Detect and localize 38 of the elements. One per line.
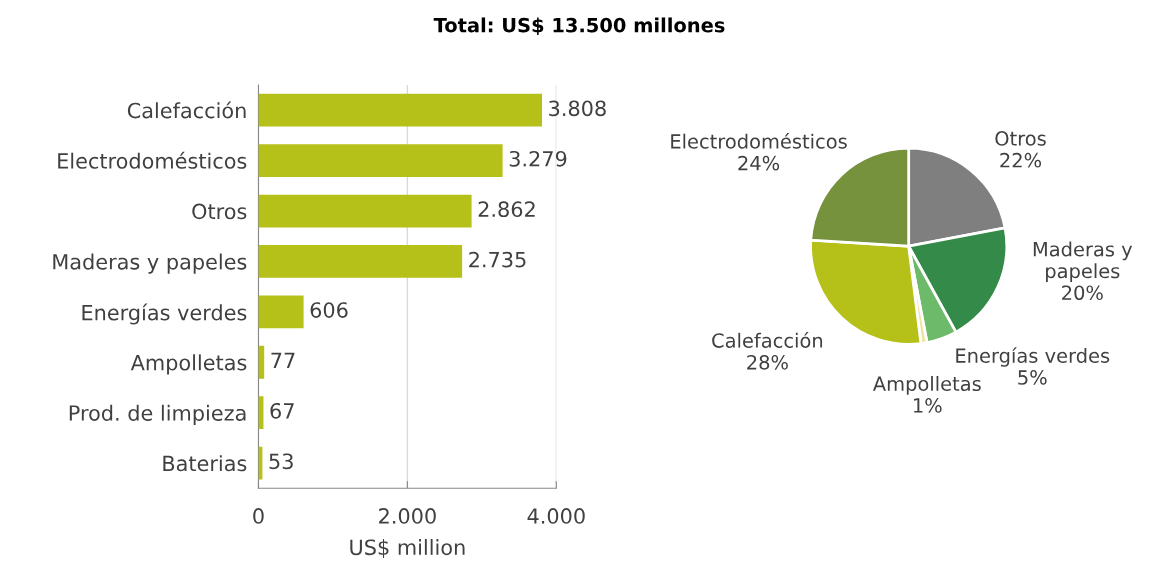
data-label: 2.735 bbox=[469, 251, 526, 268]
x-tick-label: 4.000 bbox=[527, 508, 585, 524]
data-label: 1% bbox=[914, 398, 942, 413]
x-tick-label: 2.000 bbox=[379, 508, 436, 524]
bar bbox=[258, 295, 304, 329]
data-label: 28% bbox=[747, 354, 788, 370]
slice-label: Maderas y papeles bbox=[1033, 241, 1133, 283]
slice-label: Otros bbox=[995, 131, 1046, 146]
data-label: 20% bbox=[1062, 285, 1103, 301]
bar bbox=[258, 194, 472, 228]
y-tick-label: Maderas y papeles bbox=[53, 253, 247, 274]
data-label: 3.279 bbox=[509, 150, 567, 167]
y-tick-label: Energías verdes bbox=[82, 303, 247, 325]
x-axis-title: US$ million bbox=[350, 539, 465, 558]
y-tick-label: Prod. de limpieza bbox=[69, 404, 246, 425]
data-label: 22% bbox=[1000, 152, 1042, 168]
y-tick-label: Baterias bbox=[163, 455, 247, 472]
y-tick-label: Electrodomésticos bbox=[58, 151, 247, 169]
bar bbox=[258, 93, 543, 127]
x-tick-label: 0 bbox=[253, 508, 264, 524]
y-tick-label: Otros bbox=[192, 203, 247, 220]
data-label: 2.862 bbox=[478, 201, 535, 218]
data-label: 3.808 bbox=[549, 100, 606, 117]
slice-label: Electrodomésticos bbox=[671, 132, 847, 149]
data-label: 24% bbox=[738, 155, 780, 171]
data-label: 77 bbox=[271, 352, 295, 369]
chart-title: Total: US$ 13.500 millones bbox=[433, 17, 725, 36]
slice-label: Calefacción bbox=[712, 332, 823, 348]
bar bbox=[258, 144, 503, 177]
slice-label: Ampolletas bbox=[872, 376, 981, 395]
y-tick-label: Calefacción bbox=[127, 101, 246, 119]
data-label: 606 bbox=[310, 302, 348, 318]
y-tick-label: Ampolletas bbox=[130, 354, 247, 375]
data-label: 67 bbox=[270, 402, 294, 419]
data-label: 5% bbox=[1018, 370, 1047, 385]
data-label: 53 bbox=[269, 453, 293, 470]
bar bbox=[258, 245, 463, 278]
slice-label: Energías verdes bbox=[956, 347, 1110, 367]
